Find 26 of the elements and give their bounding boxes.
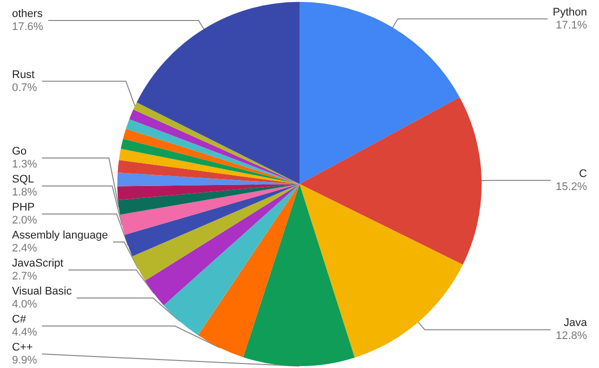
data-label: 15.2% xyxy=(556,180,588,193)
slice-label: PHP xyxy=(12,202,35,214)
data-label: 4.4% xyxy=(12,326,38,338)
data-label: 17.1% xyxy=(556,19,588,32)
data-label: 2.4% xyxy=(12,242,38,254)
data-label: 1.3% xyxy=(12,158,38,170)
data-label: 9.9% xyxy=(12,354,38,366)
data-label: 4.0% xyxy=(12,298,38,310)
slice-label: C# xyxy=(12,314,27,326)
slice-label: JavaScript xyxy=(12,258,64,270)
slice-label: others xyxy=(12,8,44,20)
data-label: 2.0% xyxy=(12,214,38,226)
data-label: 17.6% xyxy=(12,20,44,33)
slice-label: Go xyxy=(12,146,27,158)
slice-label: Assembly language xyxy=(12,230,108,242)
data-label: 2.7% xyxy=(12,270,38,282)
slice-label: Visual Basic xyxy=(12,286,72,298)
data-label: 1.8% xyxy=(12,186,38,198)
data-label: 12.8% xyxy=(556,330,588,342)
slice-label: Rust xyxy=(12,68,35,81)
slice-label: Java xyxy=(564,317,588,330)
slice-label: SQL xyxy=(12,174,34,186)
slice-label: C++ xyxy=(12,342,33,354)
slice-label: Python xyxy=(552,6,587,18)
data-label: 0.7% xyxy=(12,82,38,94)
slice-label: C xyxy=(579,168,588,180)
